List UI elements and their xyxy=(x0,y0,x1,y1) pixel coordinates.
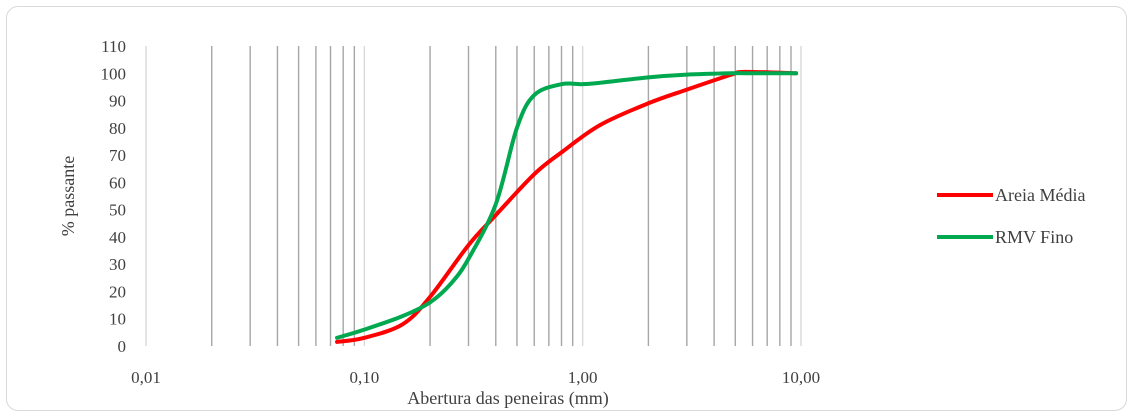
series-line-1 xyxy=(335,71,799,340)
y-tick-label: 0 xyxy=(118,337,127,356)
y-tick-label: 80 xyxy=(109,119,126,138)
x-tick-label: 1,00 xyxy=(568,368,598,387)
x-tick-labels: 0,01 0,10 1,00 10,00 xyxy=(131,368,820,387)
x-tick-label: 10,00 xyxy=(782,368,820,387)
x-tick-label: 0,01 xyxy=(131,368,161,387)
grid-lines xyxy=(145,46,802,346)
chart-frame xyxy=(6,6,1127,411)
x-axis-title: Abertura das peneiras (mm) xyxy=(407,388,608,409)
y-axis-title: % passante xyxy=(58,156,78,236)
y-tick-label: 100 xyxy=(101,64,127,83)
series-lines xyxy=(335,69,799,344)
y-tick-label: 60 xyxy=(109,173,126,192)
y-tick-label: 70 xyxy=(109,146,126,165)
y-tick-label: 10 xyxy=(109,310,126,329)
y-tick-label: 110 xyxy=(101,37,126,56)
legend: Areia Média RMV Fino xyxy=(937,185,1085,247)
y-tick-label: 30 xyxy=(109,255,126,274)
legend-label-1: RMV Fino xyxy=(995,227,1073,247)
y-tick-label: 20 xyxy=(109,282,126,301)
y-tick-labels: 0 10 20 30 40 50 60 70 80 90 100 110 xyxy=(101,37,127,356)
series-line-0 xyxy=(335,69,799,344)
y-tick-label: 90 xyxy=(109,92,126,111)
legend-label-0: Areia Média xyxy=(995,185,1085,205)
y-tick-label: 40 xyxy=(109,228,126,247)
x-tick-label: 0,10 xyxy=(349,368,379,387)
y-tick-label: 50 xyxy=(109,201,126,220)
